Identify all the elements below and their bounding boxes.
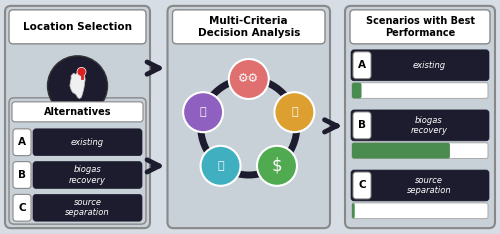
FancyBboxPatch shape: [168, 6, 330, 228]
Text: Alternatives: Alternatives: [44, 107, 111, 117]
Text: Location Selection: Location Selection: [23, 22, 132, 32]
Text: existing: existing: [412, 61, 446, 70]
FancyBboxPatch shape: [353, 52, 371, 79]
FancyBboxPatch shape: [352, 203, 488, 219]
FancyBboxPatch shape: [13, 194, 31, 221]
FancyBboxPatch shape: [352, 83, 488, 99]
Text: B: B: [358, 120, 366, 130]
FancyBboxPatch shape: [352, 143, 450, 158]
Circle shape: [77, 67, 86, 76]
FancyBboxPatch shape: [351, 50, 489, 81]
Text: B: B: [18, 170, 26, 180]
Circle shape: [48, 56, 108, 116]
Text: source
separation: source separation: [406, 176, 452, 195]
Text: biogas
recovery: biogas recovery: [69, 165, 106, 185]
Circle shape: [229, 59, 269, 99]
FancyBboxPatch shape: [33, 129, 142, 156]
Text: Multi-Criteria
Decision Analysis: Multi-Criteria Decision Analysis: [198, 16, 300, 38]
Text: biogas
recovery: biogas recovery: [410, 116, 448, 135]
Circle shape: [200, 146, 240, 186]
Text: A: A: [358, 60, 366, 70]
Polygon shape: [70, 72, 85, 99]
FancyBboxPatch shape: [350, 10, 490, 44]
FancyBboxPatch shape: [351, 170, 489, 201]
Text: $: $: [272, 157, 282, 175]
Text: source
separation: source separation: [65, 198, 110, 217]
FancyBboxPatch shape: [9, 98, 146, 224]
FancyBboxPatch shape: [13, 129, 31, 156]
FancyBboxPatch shape: [352, 143, 488, 158]
FancyBboxPatch shape: [5, 6, 150, 228]
FancyBboxPatch shape: [172, 10, 325, 44]
FancyBboxPatch shape: [12, 102, 143, 122]
FancyBboxPatch shape: [13, 162, 31, 188]
Circle shape: [183, 92, 223, 132]
FancyBboxPatch shape: [353, 172, 371, 199]
Text: 🌿: 🌿: [217, 161, 224, 171]
Text: 📦: 📦: [291, 107, 298, 117]
FancyBboxPatch shape: [33, 194, 142, 221]
Text: C: C: [18, 203, 26, 213]
Circle shape: [257, 146, 297, 186]
Text: ⚙⚙: ⚙⚙: [238, 73, 259, 85]
Text: A: A: [18, 137, 26, 147]
FancyBboxPatch shape: [345, 6, 495, 228]
FancyBboxPatch shape: [351, 110, 489, 141]
Text: Scenarios with Best
Performance: Scenarios with Best Performance: [366, 16, 474, 38]
Circle shape: [274, 92, 314, 132]
Text: 👥: 👥: [200, 107, 206, 117]
FancyBboxPatch shape: [352, 203, 354, 219]
Text: existing: existing: [71, 138, 104, 147]
FancyBboxPatch shape: [352, 83, 362, 99]
FancyBboxPatch shape: [33, 162, 142, 188]
FancyBboxPatch shape: [9, 10, 146, 44]
FancyBboxPatch shape: [353, 112, 371, 139]
Text: C: C: [358, 180, 366, 190]
